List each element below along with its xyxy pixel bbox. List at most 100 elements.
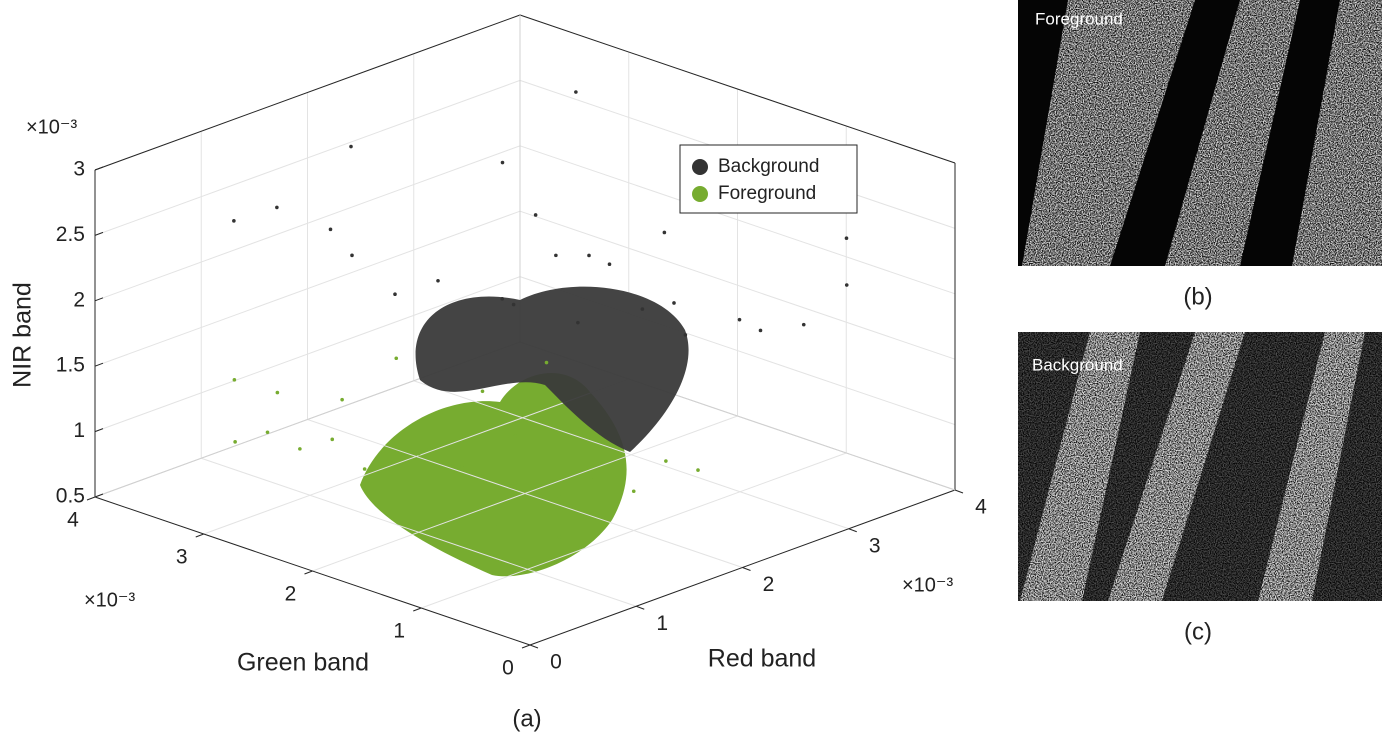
point <box>349 144 353 149</box>
point <box>554 253 558 258</box>
legend: Background Foreground <box>679 144 858 214</box>
x-tick-label: 0 <box>550 651 562 674</box>
panel-label: Background <box>1032 355 1123 374</box>
point <box>513 481 518 485</box>
z-tick-label: 0.5 <box>56 485 85 508</box>
point <box>576 320 580 325</box>
tick-mark <box>94 231 104 236</box>
point <box>275 390 280 395</box>
tick-mark <box>636 605 645 610</box>
legend-marker <box>692 159 708 175</box>
point <box>416 451 421 456</box>
point <box>265 430 270 435</box>
point <box>587 253 591 258</box>
grid-line <box>94 210 521 367</box>
point <box>523 409 528 414</box>
y-tick-label: 4 <box>67 509 79 532</box>
x-multiplier: ×10⁻³ <box>902 574 953 596</box>
y-multiplier: ×10⁻³ <box>84 589 135 611</box>
point <box>480 389 485 394</box>
grid-line <box>519 145 956 295</box>
point <box>566 422 571 427</box>
point <box>556 493 561 498</box>
cloud-density <box>415 286 689 452</box>
point <box>801 322 806 327</box>
point <box>533 213 538 217</box>
image-panel: Foreground (b) <box>1018 0 1382 310</box>
dark-row <box>1018 0 1068 266</box>
z-multiplier: ×10⁻³ <box>26 116 77 138</box>
tick-mark <box>742 567 751 571</box>
x-tick-label: 4 <box>975 496 987 519</box>
tick-mark <box>94 428 104 433</box>
point <box>233 440 237 444</box>
point <box>459 464 464 469</box>
point <box>544 360 549 365</box>
tick-mark <box>94 493 104 498</box>
tick-mark <box>848 528 857 533</box>
panel-label: Foreground <box>1035 9 1123 28</box>
point <box>427 446 431 450</box>
grid-line <box>519 210 956 360</box>
grid-line <box>94 276 521 433</box>
z-tick-label: 1.5 <box>56 354 85 377</box>
dark-row <box>1110 0 1240 266</box>
point <box>492 522 497 527</box>
point <box>340 397 344 402</box>
tick-mark <box>94 166 104 171</box>
point <box>557 535 561 539</box>
point <box>662 230 667 235</box>
point <box>664 459 668 463</box>
tick-mark <box>304 570 313 575</box>
grid-line <box>94 79 521 236</box>
grid-line <box>94 145 521 302</box>
point <box>330 437 335 442</box>
point <box>574 90 578 94</box>
point <box>436 278 440 283</box>
point <box>500 160 505 165</box>
x-tick-label: 2 <box>763 573 775 596</box>
y-tick-label: 1 <box>393 620 405 643</box>
x-axis-label: Red band <box>708 645 816 673</box>
z-tick-label: 1 <box>73 419 85 442</box>
tick-mark <box>413 607 422 612</box>
y-tick-label: 0 <box>502 657 514 680</box>
point <box>328 227 333 232</box>
point <box>844 283 849 287</box>
point <box>513 434 518 438</box>
legend-marker <box>692 186 708 202</box>
point <box>672 301 676 305</box>
x-tick-label: 3 <box>869 534 881 557</box>
point <box>631 489 636 494</box>
point <box>393 292 397 297</box>
point <box>607 262 612 267</box>
point <box>232 378 237 382</box>
tick-mark <box>195 533 204 538</box>
caption: (b) <box>1183 283 1212 310</box>
tick-mark <box>521 644 531 649</box>
x-tick-label: 1 <box>656 612 668 635</box>
y-tick-label: 2 <box>285 583 297 606</box>
y-axis-label: Green band <box>237 649 369 677</box>
point <box>696 468 700 472</box>
z-tick-label: 2.5 <box>56 223 85 246</box>
z-tick-label: 3 <box>73 158 85 181</box>
point <box>298 447 302 451</box>
z-tick-label: 2 <box>73 288 85 311</box>
point <box>232 219 236 223</box>
point <box>350 253 354 258</box>
dark-row <box>1240 0 1340 266</box>
point <box>683 333 688 337</box>
y-tick-label: 3 <box>176 546 188 569</box>
legend-label: Foreground <box>718 183 816 204</box>
tick-mark <box>86 496 96 501</box>
point <box>640 307 645 311</box>
cloud-density <box>360 373 627 577</box>
grid-line <box>203 378 629 535</box>
legend-label: Background <box>718 156 819 177</box>
point <box>394 356 399 361</box>
tick-mark <box>954 489 964 494</box>
point <box>737 317 742 322</box>
